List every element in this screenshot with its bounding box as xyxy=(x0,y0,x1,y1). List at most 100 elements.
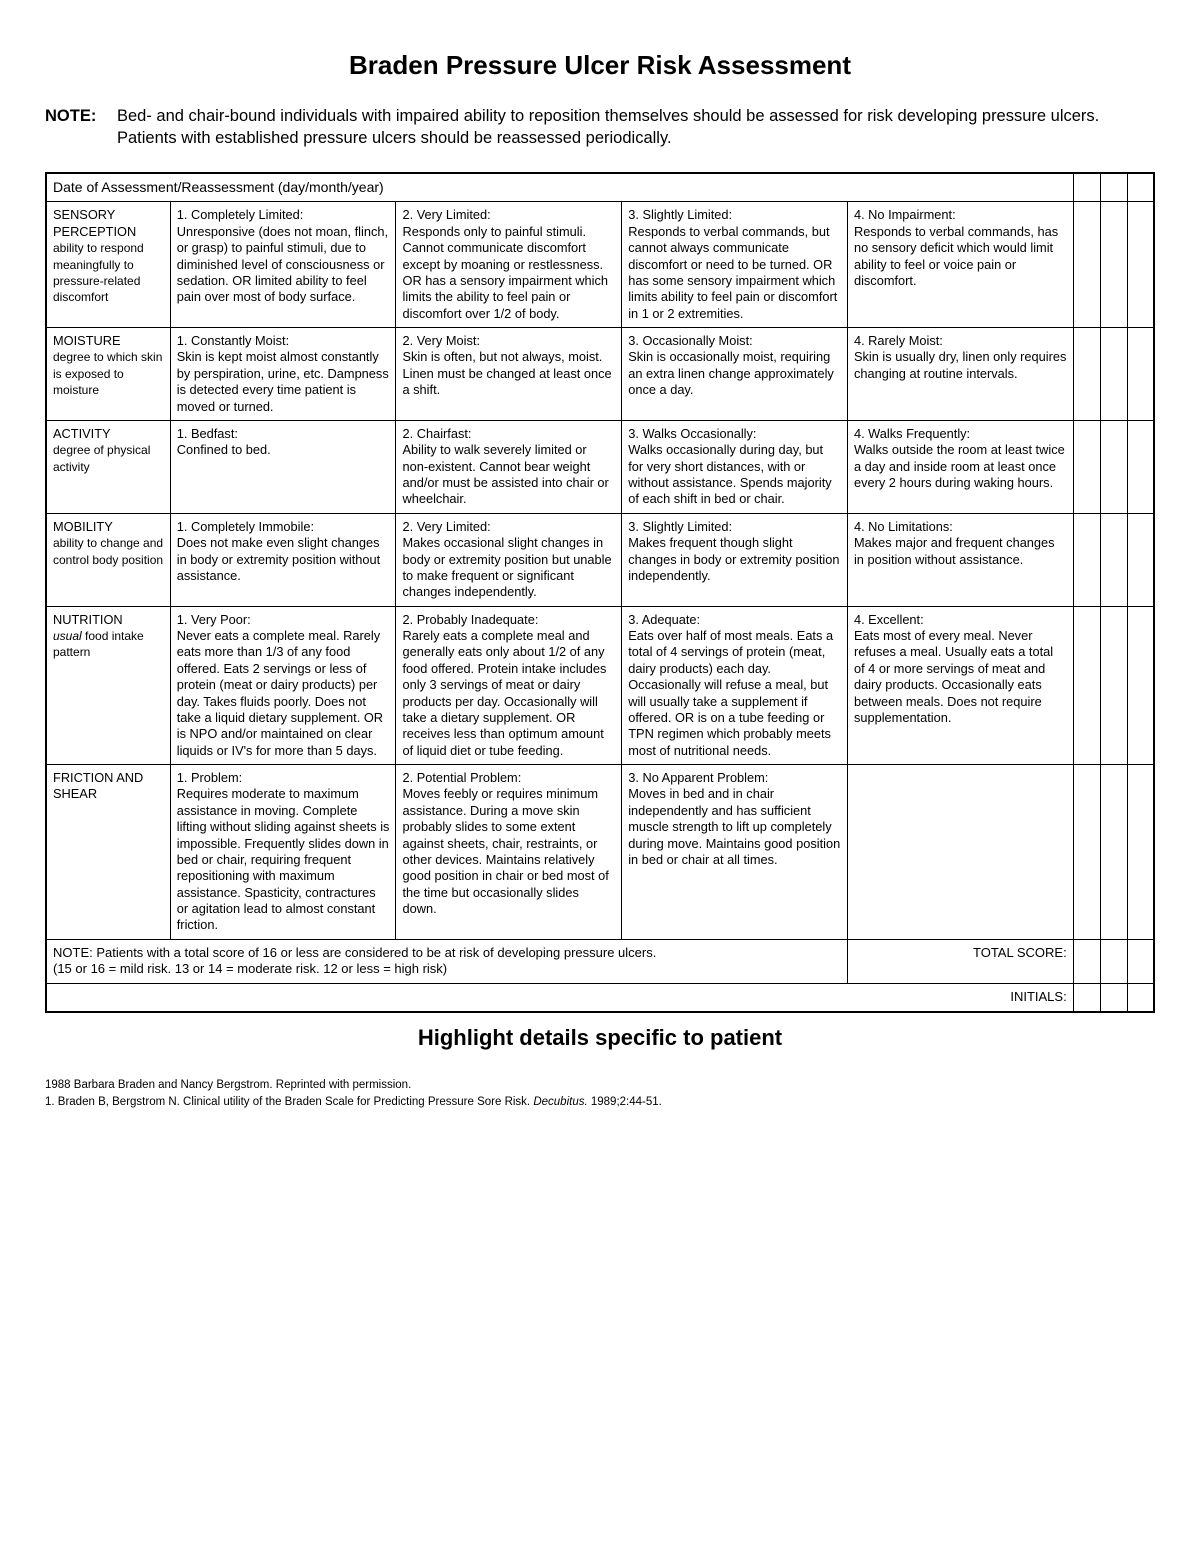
score-desc: Skin is often, but not always, moist. Li… xyxy=(402,349,611,397)
risk-note-cell: NOTE: Patients with a total score of 16 … xyxy=(46,939,847,983)
initials-label: INITIALS: xyxy=(46,984,1073,1012)
category-cell: MOISTUREdegree to which skin is exposed … xyxy=(46,328,170,421)
category-row: FRICTION AND SHEAR 1. Problem:Requires mo… xyxy=(46,765,1154,940)
assessment-table: Date of Assessment/Reassessment (day/mon… xyxy=(45,172,1155,1013)
score-cell: 3. Walks Occasionally:Walks occasionally… xyxy=(622,420,848,513)
score-entry-cell[interactable] xyxy=(1100,606,1127,764)
total-score-1[interactable] xyxy=(1073,939,1100,983)
score-cell: 3. Slightly Limited:Makes frequent thoug… xyxy=(622,513,848,606)
score-desc: Ability to walk severely limited or non-… xyxy=(402,442,608,506)
score-desc: Moves feebly or requires minimum assista… xyxy=(402,786,608,916)
score-desc: Requires moderate to maximum assistance … xyxy=(177,786,390,932)
total-score-3[interactable] xyxy=(1127,939,1154,983)
total-score-2[interactable] xyxy=(1100,939,1127,983)
date-col-1[interactable] xyxy=(1073,173,1100,202)
category-name: NUTRITION xyxy=(53,612,164,628)
category-name: ACTIVITY xyxy=(53,426,164,442)
score-entry-cell[interactable] xyxy=(1073,202,1100,328)
score-title: 1. Completely Limited: xyxy=(177,207,390,223)
score-entry-cell[interactable] xyxy=(1127,328,1154,421)
score-cell: 4. No Impairment:Responds to verbal comm… xyxy=(847,202,1073,328)
category-sub: ability to respond meaningfully to press… xyxy=(53,241,144,304)
score-entry-cell[interactable] xyxy=(1100,765,1127,940)
category-sub: degree to which skin is exposed to moist… xyxy=(53,350,162,397)
note-line-2: Patients with established pressure ulcer… xyxy=(117,129,672,147)
score-entry-cell[interactable] xyxy=(1127,606,1154,764)
score-entry-cell[interactable] xyxy=(1073,606,1100,764)
category-sub: usual food intake pattern xyxy=(53,629,144,659)
score-title: 1. Problem: xyxy=(177,770,390,786)
score-title: 1. Bedfast: xyxy=(177,426,390,442)
date-col-2[interactable] xyxy=(1100,173,1127,202)
score-title: 2. Potential Problem: xyxy=(402,770,615,786)
score-entry-cell[interactable] xyxy=(1073,328,1100,421)
score-title: 3. Occasionally Moist: xyxy=(628,333,841,349)
category-cell: SENSORY PERCEPTIONability to respond mea… xyxy=(46,202,170,328)
score-title: 2. Very Limited: xyxy=(402,207,615,223)
score-desc: Rarely eats a complete meal and generall… xyxy=(402,628,606,758)
score-cell: 3. Adequate:Eats over half of most meals… xyxy=(622,606,848,764)
score-entry-cell[interactable] xyxy=(1073,420,1100,513)
category-cell: NUTRITIONusual food intake pattern xyxy=(46,606,170,764)
risk-note-line-2: (15 or 16 = mild risk. 13 or 14 = modera… xyxy=(53,961,447,976)
score-desc: Responds to verbal commands, but cannot … xyxy=(628,224,837,321)
score-cell: 4. No Limitations:Makes major and freque… xyxy=(847,513,1073,606)
score-cell: 1. Very Poor:Never eats a complete meal.… xyxy=(170,606,396,764)
score-desc: Walks outside the room at least twice a … xyxy=(854,442,1065,490)
score-desc: Confined to bed. xyxy=(177,442,271,457)
score-cell: 4. Walks Frequently:Walks outside the ro… xyxy=(847,420,1073,513)
score-entry-cell[interactable] xyxy=(1100,513,1127,606)
score-entry-cell[interactable] xyxy=(1127,420,1154,513)
score-entry-cell[interactable] xyxy=(1127,202,1154,328)
category-row: MOBILITYability to change and control bo… xyxy=(46,513,1154,606)
category-sub: degree of physical activity xyxy=(53,443,150,473)
score-title: 1. Constantly Moist: xyxy=(177,333,390,349)
score-title: 4. No Impairment: xyxy=(854,207,1067,223)
category-name: MOISTURE xyxy=(53,333,164,349)
score-cell: 1. Completely Immobile:Does not make eve… xyxy=(170,513,396,606)
score-cell: 1. Bedfast:Confined to bed. xyxy=(170,420,396,513)
note-label: NOTE: xyxy=(45,105,117,150)
initials-2[interactable] xyxy=(1100,984,1127,1012)
score-desc: Walks occasionally during day, but for v… xyxy=(628,442,831,506)
subtitle: Highlight details specific to patient xyxy=(45,1025,1155,1051)
initials-1[interactable] xyxy=(1073,984,1100,1012)
date-col-3[interactable] xyxy=(1127,173,1154,202)
category-row: ACTIVITYdegree of physical activity 1. Be… xyxy=(46,420,1154,513)
category-name: FRICTION AND SHEAR xyxy=(53,770,164,803)
score-entry-cell[interactable] xyxy=(1127,513,1154,606)
score-title: 4. Rarely Moist: xyxy=(854,333,1067,349)
ref-2-journal: Decubitus. xyxy=(533,1096,587,1108)
score-title: 3. No Apparent Problem: xyxy=(628,770,841,786)
score-entry-cell[interactable] xyxy=(1127,765,1154,940)
score-cell: 2. Potential Problem:Moves feebly or req… xyxy=(396,765,622,940)
score-desc: Skin is occasionally moist, requiring an… xyxy=(628,349,834,397)
ref-2-part-a: 1. Braden B, Bergstrom N. Clinical utili… xyxy=(45,1096,533,1108)
date-header-cell: Date of Assessment/Reassessment (day/mon… xyxy=(46,173,1073,202)
score-cell: 4. Rarely Moist:Skin is usually dry, lin… xyxy=(847,328,1073,421)
score-cell: 2. Very Moist:Skin is often, but not alw… xyxy=(396,328,622,421)
score-cell: 3. Slightly Limited:Responds to verbal c… xyxy=(622,202,848,328)
score-entry-cell[interactable] xyxy=(1073,765,1100,940)
score-entry-cell[interactable] xyxy=(1100,328,1127,421)
initials-3[interactable] xyxy=(1127,984,1154,1012)
score-cell: 2. Chairfast:Ability to walk severely li… xyxy=(396,420,622,513)
score-title: 4. Walks Frequently: xyxy=(854,426,1067,442)
score-title: 1. Completely Immobile: xyxy=(177,519,390,535)
ref-line-2: 1. Braden B, Bergstrom N. Clinical utili… xyxy=(45,1094,1155,1111)
score-entry-cell[interactable] xyxy=(1100,202,1127,328)
score-desc: Makes major and frequent changes in posi… xyxy=(854,535,1055,566)
category-name: SENSORY PERCEPTION xyxy=(53,207,164,240)
score-title: 2. Probably Inadequate: xyxy=(402,612,615,628)
score-title: 3. Slightly Limited: xyxy=(628,519,841,535)
score-entry-cell[interactable] xyxy=(1073,513,1100,606)
score-cell: 2. Probably Inadequate:Rarely eats a com… xyxy=(396,606,622,764)
note-block: NOTE: Bed- and chair-bound individuals w… xyxy=(45,105,1155,150)
score-desc: Eats over half of most meals. Eats a tot… xyxy=(628,628,833,758)
score-entry-cell[interactable] xyxy=(1100,420,1127,513)
score-title: 3. Slightly Limited: xyxy=(628,207,841,223)
score-title: 1. Very Poor: xyxy=(177,612,390,628)
score-cell: 3. Occasionally Moist:Skin is occasional… xyxy=(622,328,848,421)
score-title: 3. Adequate: xyxy=(628,612,841,628)
ref-2-part-c: 1989;2:44-51. xyxy=(588,1096,662,1108)
